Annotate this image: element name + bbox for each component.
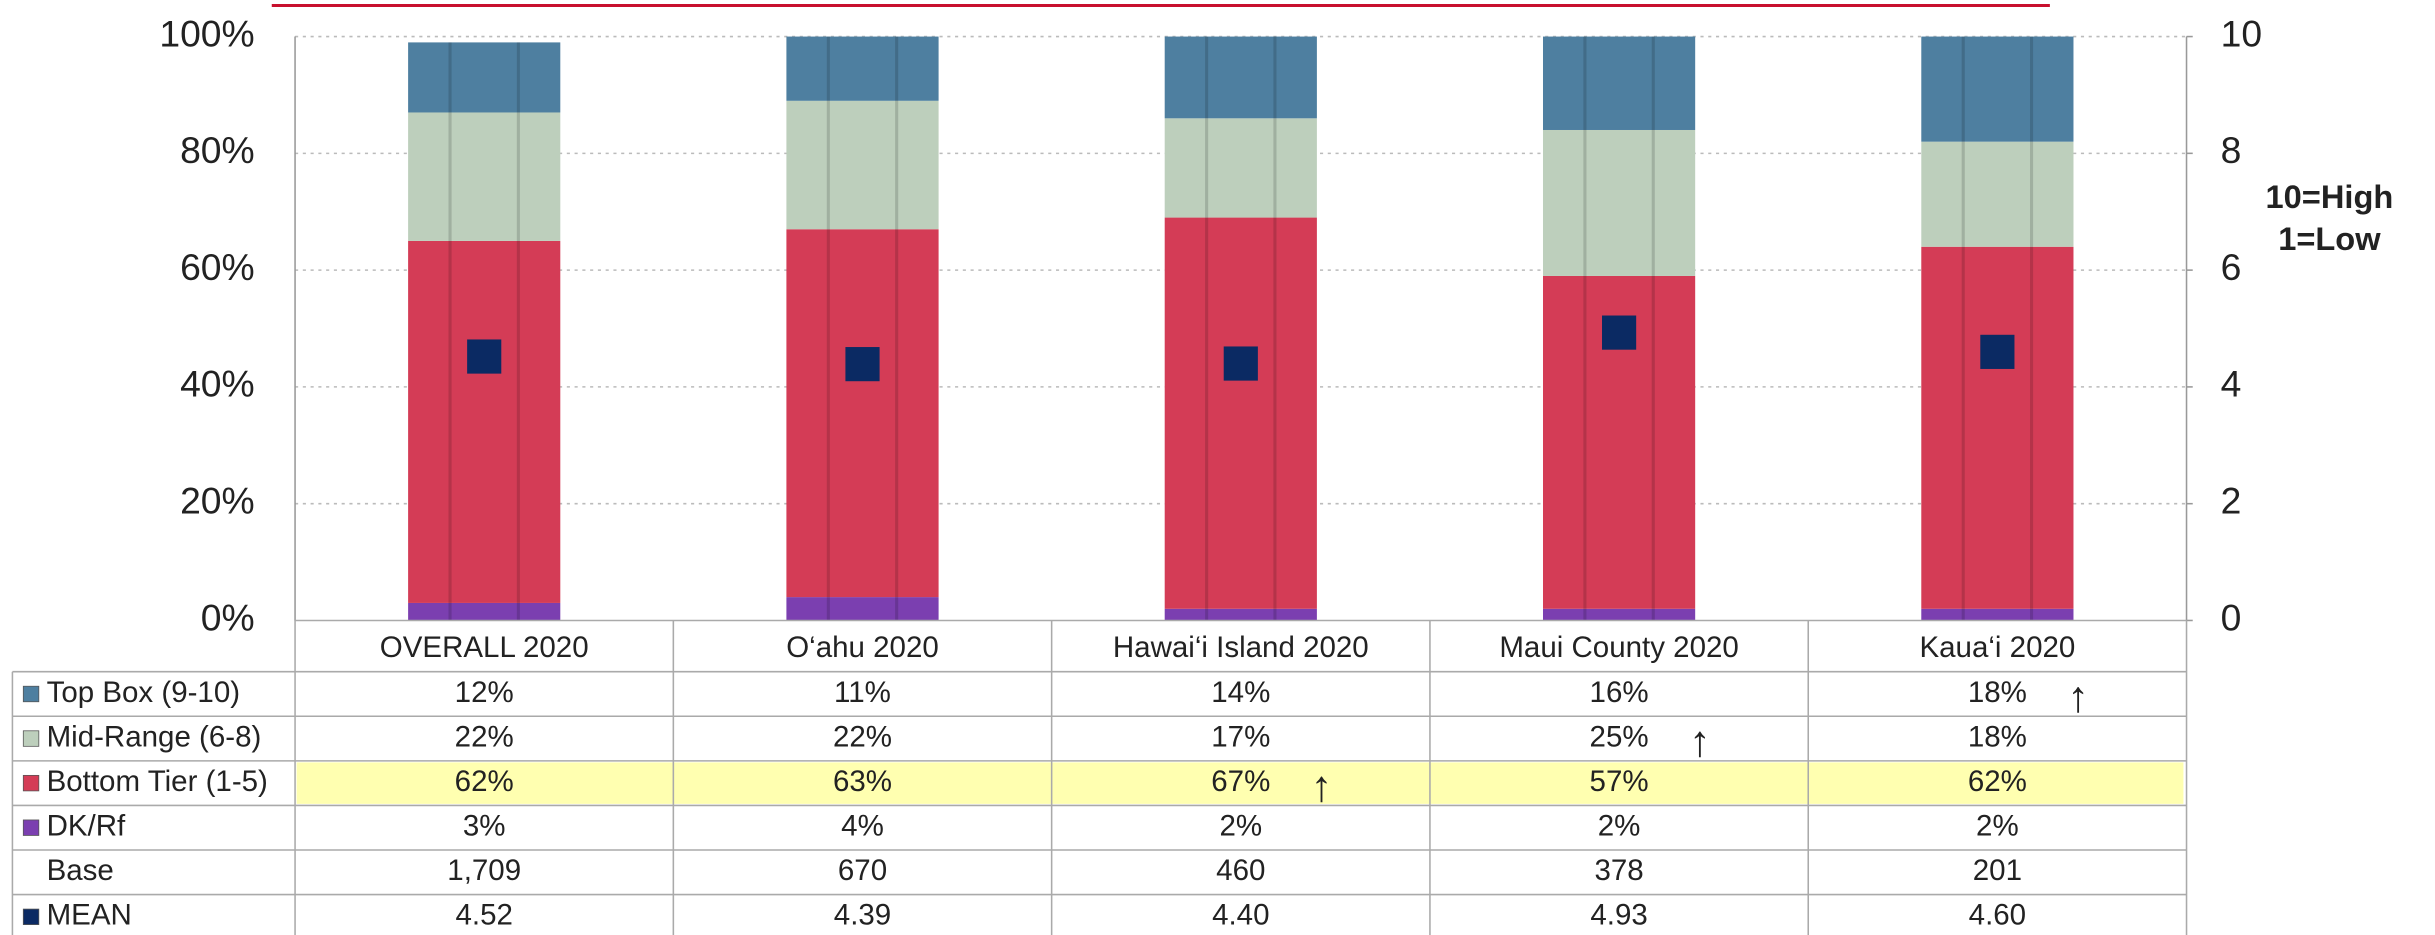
legend-swatch <box>22 908 40 925</box>
y2-tick-label: 10 <box>2221 12 2262 54</box>
x-tick-label: OVERALL 2020 <box>380 631 589 664</box>
row-label: Base <box>47 854 114 887</box>
x-tick-label: O‘ahu 2020 <box>786 631 939 664</box>
row-label: Bottom Tier (1-5) <box>47 765 268 798</box>
bar-segment <box>408 42 561 113</box>
mean-marker <box>1602 315 1637 350</box>
x-tick-label: Hawai‘i Island 2020 <box>1113 631 1369 664</box>
table-value: 3% <box>463 809 506 842</box>
y-tick-label: 0% <box>201 596 255 638</box>
bar-segment <box>1542 129 1696 276</box>
table-value: 18% <box>1968 676 2027 709</box>
bar-segment <box>786 36 939 101</box>
bar-segment <box>1542 608 1696 621</box>
table-value: 18% <box>1968 720 2027 753</box>
bar-segment <box>1164 608 1317 621</box>
y2-axis-label: 1=Low <box>2278 220 2381 257</box>
table-value: 62% <box>455 765 514 798</box>
y-tick-label: 60% <box>180 246 255 288</box>
table-value: 57% <box>1590 765 1649 798</box>
x-tick-label: Kaua‘i 2020 <box>1919 631 2075 664</box>
table-value: 460 <box>1216 854 1265 887</box>
y-tick-label: 100% <box>159 12 254 54</box>
table-value: 378 <box>1594 854 1643 887</box>
legend-swatch <box>22 774 40 792</box>
table-value: 62% <box>1968 765 2027 798</box>
significance-flag: ↑ <box>2067 674 2089 722</box>
y2-tick-label: 2 <box>2221 480 2242 522</box>
y2-tick-label: 0 <box>2221 596 2242 638</box>
bar-segment <box>1921 246 2074 609</box>
bar-segment <box>1164 36 1317 119</box>
table-value: 201 <box>1973 854 2022 887</box>
table-value: 4.52 <box>455 899 512 932</box>
table-value: 4.40 <box>1212 899 1269 932</box>
row-label: DK/Rf <box>47 809 126 842</box>
x-tick-label: Maui County 2020 <box>1499 631 1738 664</box>
significance-flag: ↑ <box>1311 763 1333 811</box>
table-value: 4.39 <box>834 899 891 932</box>
bar-segment <box>1542 36 1696 130</box>
bar-segment <box>1164 217 1317 609</box>
legend-swatch <box>22 819 40 836</box>
table-value: 22% <box>455 720 514 753</box>
table-value: 4% <box>841 809 884 842</box>
row-label: MEAN <box>47 899 132 932</box>
table-value: 67% <box>1211 765 1270 798</box>
y-tick-label: 80% <box>180 129 255 171</box>
y-tick-label: 40% <box>180 363 255 405</box>
mean-marker <box>1980 334 2015 369</box>
table-value: 2% <box>1219 809 1262 842</box>
y2-tick-label: 8 <box>2221 129 2242 171</box>
table-value: 17% <box>1211 720 1270 753</box>
bar-segment <box>786 100 939 230</box>
table-value: 22% <box>833 720 892 753</box>
table-value: 25% <box>1590 720 1649 753</box>
y-tick-label: 20% <box>180 480 255 522</box>
bar-segment <box>1921 36 2074 142</box>
row-label: Top Box (9-10) <box>47 676 240 709</box>
mean-marker <box>467 339 502 374</box>
bar-segment <box>1164 118 1317 218</box>
table-value: 1,709 <box>447 854 521 887</box>
bar-segment <box>786 597 939 621</box>
row-label: Mid-Range (6-8) <box>47 720 262 753</box>
table-value: 2% <box>1976 809 2019 842</box>
bar-segment <box>408 240 561 603</box>
table-value: 2% <box>1598 809 1641 842</box>
legend-swatch <box>22 730 40 747</box>
table-value: 4.60 <box>1969 899 2026 932</box>
bar-segment <box>408 112 561 241</box>
y2-tick-label: 6 <box>2221 246 2242 288</box>
legend-swatch <box>22 685 40 703</box>
y2-axis-label: 10=High <box>2266 178 2394 215</box>
significance-flag: ↑ <box>1689 718 1711 766</box>
table-value: 63% <box>833 765 892 798</box>
table-value: 4.93 <box>1590 899 1647 932</box>
bar-segment <box>786 229 939 598</box>
mean-marker <box>1223 346 1258 381</box>
bar-segment <box>408 602 561 621</box>
table-value: 16% <box>1590 676 1649 709</box>
row-highlight <box>296 762 2184 804</box>
mean-marker <box>845 347 880 382</box>
table-value: 14% <box>1211 676 1270 709</box>
bar-segment <box>1921 608 2074 621</box>
y2-tick-label: 4 <box>2221 363 2242 405</box>
table-value: 12% <box>455 676 514 709</box>
bar-segment <box>1921 141 2074 247</box>
table-value: 11% <box>834 676 891 709</box>
table-value: 670 <box>838 854 887 887</box>
